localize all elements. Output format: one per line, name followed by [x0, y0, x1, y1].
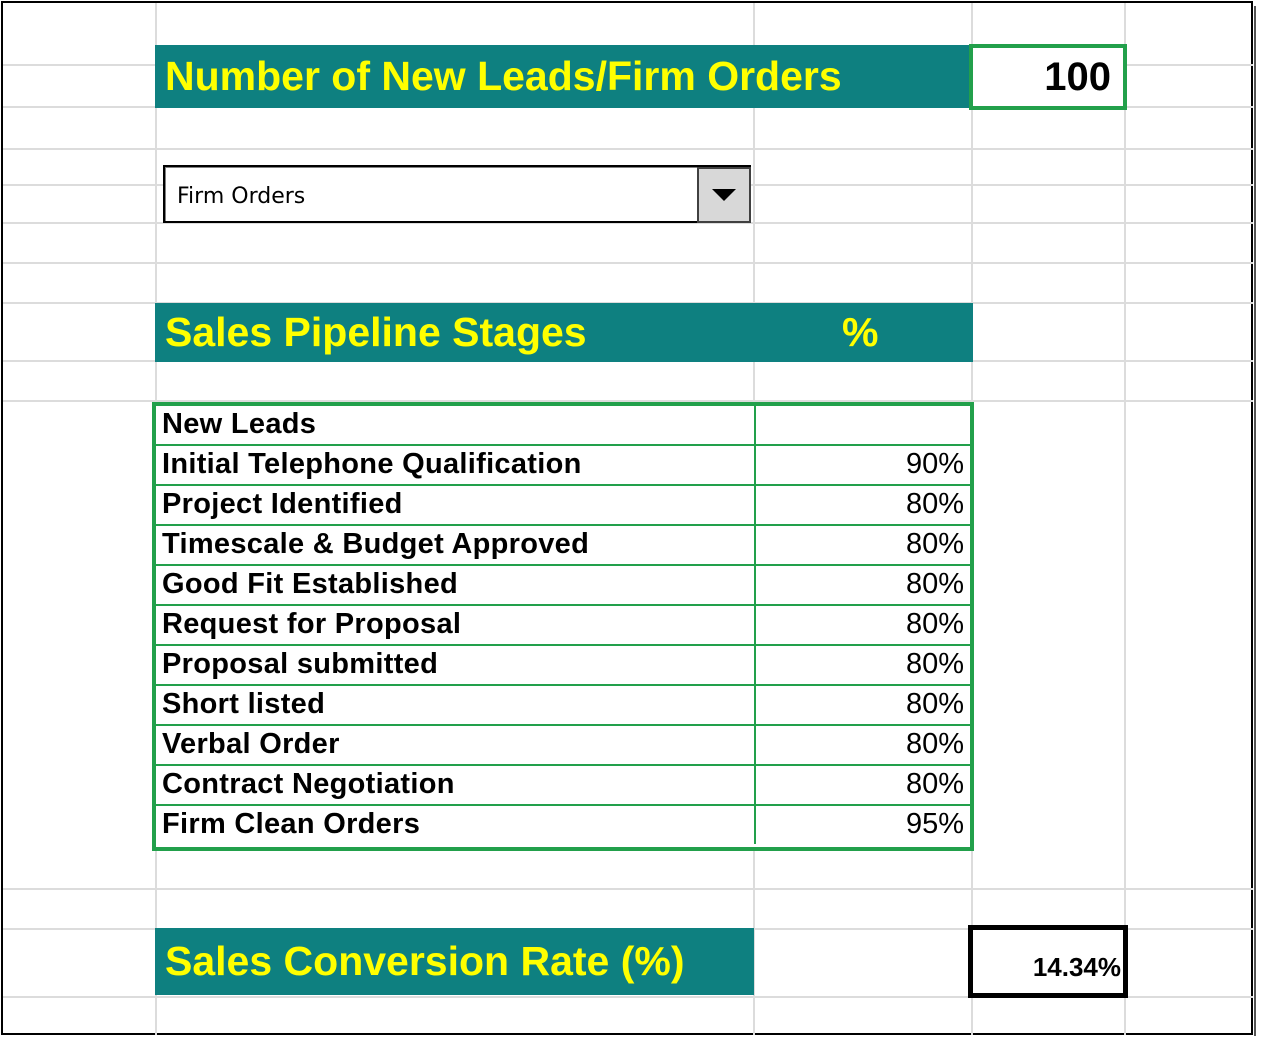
pipeline-row: Short listed 80%: [156, 686, 970, 726]
stage-percent[interactable]: 80%: [905, 728, 964, 760]
pipeline-row: Proposal submitted 80%: [156, 646, 970, 686]
stage-percent[interactable]: 90%: [905, 448, 964, 480]
column-divider: [754, 406, 756, 444]
leads-count-input[interactable]: 100: [969, 44, 1127, 110]
stage-name: Firm Clean Orders: [162, 808, 421, 840]
stage-percent[interactable]: 80%: [905, 768, 964, 800]
column-divider: [754, 806, 756, 844]
conversion-rate-cell[interactable]: 14.34%: [968, 925, 1128, 998]
window-edge: [1254, 6, 1280, 1036]
grid-row-line: [3, 148, 1253, 150]
column-divider: [754, 646, 756, 684]
stage-name: Request for Proposal: [162, 608, 462, 640]
stage-name: Timescale & Budget Approved: [162, 528, 590, 560]
stage-name: Short listed: [162, 688, 326, 720]
leads-header-label: Number of New Leads/Firm Orders: [165, 53, 842, 99]
conversion-band: Sales Conversion Rate (%): [155, 928, 754, 995]
pipeline-row: Contract Negotiation 80%: [156, 766, 970, 806]
pipeline-row: Good Fit Established 80%: [156, 566, 970, 606]
mode-dropdown[interactable]: Firm Orders: [163, 165, 751, 223]
pipeline-row: Firm Clean Orders 95%: [156, 806, 970, 844]
grid-col-line: [1124, 3, 1126, 1035]
stage-percent[interactable]: 80%: [905, 488, 964, 520]
stage-percent[interactable]: 80%: [905, 648, 964, 680]
column-divider: [754, 726, 756, 764]
column-divider: [754, 606, 756, 644]
grid-row-line: [3, 262, 1253, 264]
conversion-label: Sales Conversion Rate (%): [165, 938, 685, 984]
grid-row-line: [3, 996, 1253, 998]
stage-percent[interactable]: 80%: [905, 528, 964, 560]
sheet-frame: [1, 1, 1253, 1035]
pipeline-row: Timescale & Budget Approved 80%: [156, 526, 970, 566]
column-divider: [754, 686, 756, 724]
stage-percent[interactable]: 80%: [905, 688, 964, 720]
grid-row-line: [3, 222, 1253, 224]
pipeline-header-band: Sales Pipeline Stages %: [155, 303, 973, 362]
stage-name: Good Fit Established: [162, 568, 459, 600]
column-divider: [754, 486, 756, 524]
pipeline-row: New Leads: [156, 406, 970, 446]
column-divider: [754, 566, 756, 604]
pipeline-row: Verbal Order 80%: [156, 726, 970, 766]
column-divider: [754, 766, 756, 804]
stage-percent[interactable]: 80%: [905, 608, 964, 640]
column-divider: [754, 446, 756, 484]
leads-count-value: 100: [1044, 54, 1111, 99]
grid-row-line: [3, 888, 1253, 890]
stage-name: Project Identified: [162, 488, 403, 520]
mode-dropdown-value: Firm Orders: [177, 184, 306, 209]
conversion-rate-value: 14.34%: [1032, 952, 1121, 982]
stage-percent[interactable]: 80%: [905, 568, 964, 600]
leads-header-band: Number of New Leads/Firm Orders: [155, 45, 969, 108]
pipeline-stages-table: New Leads Initial Telephone Qualification…: [152, 402, 974, 851]
chevron-down-icon: [712, 189, 736, 201]
pipeline-row: Initial Telephone Qualification 90%: [156, 446, 970, 486]
grid-row-line: [3, 400, 1253, 402]
pipeline-row: Request for Proposal 80%: [156, 606, 970, 646]
pipeline-pct-label: %: [842, 309, 879, 355]
stage-name: Initial Telephone Qualification: [162, 448, 582, 480]
stage-percent[interactable]: 95%: [905, 808, 964, 840]
dropdown-button[interactable]: [697, 167, 751, 223]
pipeline-header-label: Sales Pipeline Stages: [165, 309, 587, 355]
stage-name: New Leads: [162, 408, 317, 440]
stage-name: Proposal submitted: [162, 648, 439, 680]
pipeline-row: Project Identified 80%: [156, 486, 970, 526]
column-divider: [754, 526, 756, 564]
stage-name: Verbal Order: [162, 728, 340, 760]
stage-name: Contract Negotiation: [162, 768, 455, 800]
